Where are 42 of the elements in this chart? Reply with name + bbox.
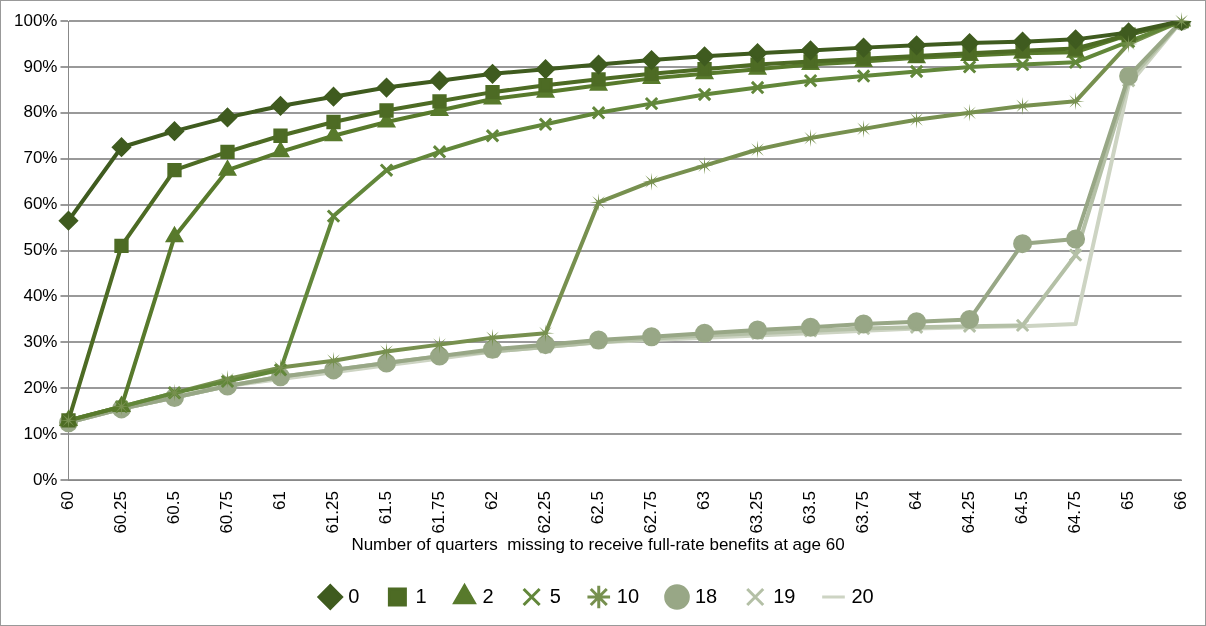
legend-label: 18 (695, 584, 718, 607)
legend-label: 5 (549, 584, 561, 607)
y-tick-label: 60% (23, 194, 58, 214)
y-tick-label: 90% (23, 56, 58, 76)
x-tick-label: 63.25 (747, 491, 767, 534)
x-tick-label: 61.75 (429, 491, 449, 534)
x-tick-label: 60 (58, 491, 78, 510)
legend-label: 19 (773, 584, 796, 607)
legend-label: 0 (348, 584, 360, 607)
x-tick-label: 64.75 (1065, 491, 1085, 534)
y-tick-label: 40% (23, 286, 58, 306)
x-tick-label: 63 (694, 491, 714, 510)
x-tick-label: 63.5 (800, 491, 820, 525)
y-tick-label: 10% (23, 423, 58, 443)
x-tick-label: 62.5 (588, 491, 608, 525)
legend-label: 10 (616, 584, 639, 607)
x-tick-label: 64 (906, 491, 926, 510)
x-tick-label: 63.75 (853, 491, 873, 534)
x-tick-label: 64.5 (1012, 491, 1032, 525)
y-tick-label: 50% (23, 240, 58, 260)
x-tick-label: 60.25 (111, 491, 131, 534)
x-tick-label: 65 (1118, 491, 1138, 510)
x-tick-label: 62.25 (535, 491, 555, 534)
legend-label: 2 (482, 584, 494, 607)
x-tick-label: 61.5 (376, 491, 396, 525)
x-tick-label: 62 (482, 491, 502, 510)
x-tick-label: 64.25 (959, 491, 979, 534)
legend-title: Number of quarters missing to receive full-rate benefits at age 60 (351, 534, 845, 554)
x-tick-label: 61.25 (323, 491, 343, 534)
y-tick-label: 70% (23, 148, 58, 168)
x-tick-label: 62.75 (641, 491, 661, 534)
x-tick-label: 60.75 (217, 491, 237, 534)
y-tick-label: 20% (23, 377, 58, 397)
x-tick-label: 60.5 (164, 491, 184, 525)
x-tick-label: 66 (1171, 491, 1191, 510)
x-tick-label: 61 (270, 491, 290, 510)
y-tick-label: 100% (14, 10, 58, 30)
legend-label: 1 (415, 584, 427, 607)
y-tick-label: 80% (23, 102, 58, 122)
legend-label: 20 (851, 584, 874, 607)
y-tick-label: 0% (32, 469, 58, 489)
y-tick-label: 30% (23, 332, 58, 352)
